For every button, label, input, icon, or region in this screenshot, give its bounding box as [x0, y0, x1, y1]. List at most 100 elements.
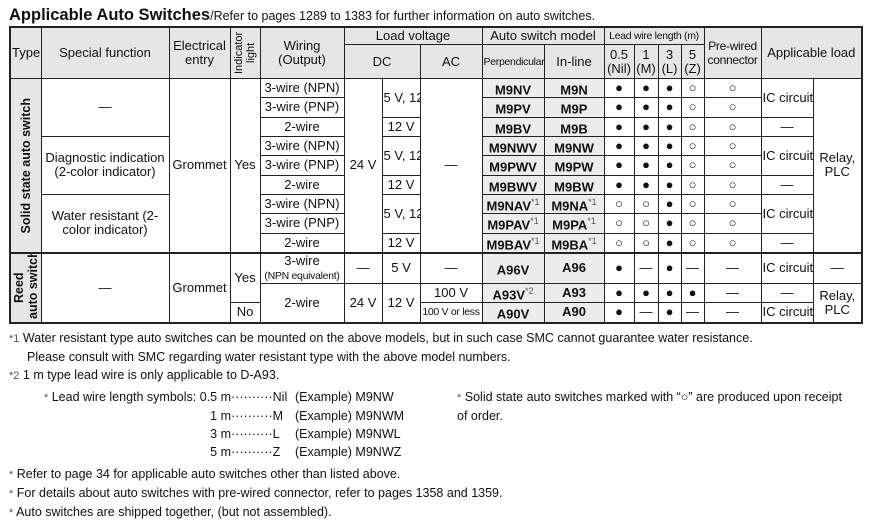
- note-shipping: * Auto switches are shipped together, (b…: [9, 504, 332, 519]
- note-solid-order: * Solid state auto switches marked with …: [457, 389, 842, 423]
- type-reed: Reed auto switch: [9, 252, 42, 324]
- footnotes: *1 Water resistant type auto switches ca…: [9, 329, 864, 522]
- pre-wired-symbol: ○: [703, 155, 762, 176]
- in-line-model: M9BA*1: [543, 232, 605, 254]
- in-line-model: M9N: [543, 77, 605, 99]
- lead-wire-symbol: ●: [657, 97, 682, 118]
- perpendicular-model: M9NWV: [481, 135, 545, 157]
- lead-wire-symbol: ●: [603, 252, 635, 284]
- in-line-model: M9B: [543, 116, 605, 137]
- header-electrical-entry: Electrical entry: [168, 26, 231, 79]
- dc-voltage-5-12: 5 V, 12 V: [381, 78, 421, 118]
- perpendicular-model: A96V: [481, 252, 545, 284]
- type-solid-state: Solid state auto switch: [9, 77, 42, 254]
- title-sub: /Refer to pages 1289 to 1383 for further…: [210, 9, 596, 23]
- wiring-cell: 2-wire: [259, 232, 345, 254]
- lead-wire-symbol: ●: [603, 174, 635, 195]
- pre-wired-symbol: ○: [703, 193, 762, 215]
- in-line-model: A93: [543, 282, 605, 304]
- lead-wire-symbol: ●: [657, 193, 682, 215]
- applicable-load-none: —: [760, 232, 814, 254]
- ac-voltage: 100 V or less: [419, 302, 483, 324]
- lead-wire-symbol: ●: [603, 302, 635, 324]
- special-function: —: [40, 252, 170, 324]
- dc-voltage-5-12: 5 V, 12 V: [381, 193, 421, 234]
- perpendicular-model: M9PWV: [481, 155, 545, 176]
- perpendicular-model: M9BWV: [481, 174, 545, 195]
- header-perpendicular: Perpendicular: [481, 44, 545, 79]
- wiring-cell: 3-wire (NPN): [259, 77, 345, 99]
- lead-wire-symbol: ○: [680, 97, 705, 118]
- indicator-light: Yes: [229, 252, 261, 304]
- note-1b: Please consult with SMC regarding water …: [27, 349, 511, 364]
- perpendicular-model: M9PAV*1: [481, 213, 545, 234]
- special-function: —: [40, 78, 170, 137]
- lead-wire-symbol: ○: [633, 193, 659, 215]
- lead-wire-symbol: ○: [680, 77, 705, 99]
- applicable-load-relay: Relay, PLC: [812, 77, 863, 254]
- ac-voltage: 100 V: [419, 282, 483, 304]
- ac-voltage: —: [419, 77, 483, 254]
- pre-wired-symbol: ○: [703, 232, 762, 254]
- lead-wire-symbol: ●: [633, 174, 659, 195]
- lead-wire-symbol: ●: [657, 116, 682, 137]
- lead-wire-symbol: —: [680, 302, 705, 324]
- lead-wire-symbol: ●: [603, 77, 635, 99]
- lead-wire-symbol: ○: [680, 193, 705, 215]
- lead-wire-symbol: ●: [657, 302, 682, 324]
- header-lw-3: 5 (Z): [680, 44, 705, 79]
- wiring-cell: 3-wire (PNP): [259, 213, 345, 234]
- lead-wire-symbol: ●: [603, 135, 635, 157]
- lead-wire-symbol: ●: [657, 155, 682, 176]
- dc-voltage: —: [343, 252, 383, 284]
- header-lw-2: 3 (L): [657, 44, 682, 79]
- applicable-load-ic: IC circuit: [760, 302, 814, 324]
- wiring-cell: 2-wire: [259, 174, 345, 195]
- auto-switch-table: Type Special function Electrical entry In…: [9, 26, 864, 324]
- note-pre-wired: * For details about auto switches with p…: [9, 485, 503, 500]
- header-wiring: Wiring (Output): [259, 26, 345, 79]
- wiring-cell: 2-wire: [259, 282, 345, 324]
- lead-wire-symbol: ●: [657, 135, 682, 157]
- wiring-cell: 3-wire (PNP): [259, 155, 345, 176]
- header-lw-1: 1 (M): [633, 44, 659, 79]
- lead-wire-symbol: ●: [657, 77, 682, 99]
- perpendicular-model: M9NV: [481, 77, 545, 99]
- dc-voltage-12: 12 V: [381, 116, 421, 137]
- header-auto-switch-model: Auto switch model: [481, 26, 605, 45]
- lead-wire-symbol: ○: [603, 232, 635, 254]
- lead-wire-symbol: ○: [680, 155, 705, 176]
- wiring-cell: 2-wire: [259, 116, 345, 137]
- pre-wired-symbol: ○: [703, 97, 762, 118]
- applicable-load-relay: Relay, PLC: [812, 282, 863, 324]
- perpendicular-model: M9BAV*1: [481, 232, 545, 254]
- electrical-entry: Grommet: [168, 252, 231, 324]
- header-pre-wired-connector: Pre-wired connector: [703, 26, 762, 79]
- note-page-34: * Refer to page 34 for applicable auto s…: [9, 466, 401, 481]
- lead-wire-symbol: —: [680, 252, 705, 284]
- dc-voltage-12: 12 V: [381, 232, 421, 254]
- applicable-load-none: —: [760, 174, 814, 195]
- lead-wire-symbol: ●: [603, 155, 635, 176]
- perpendicular-model: A90V: [481, 302, 545, 324]
- lead-wire-symbol: ●: [633, 97, 659, 118]
- pre-wired-symbol: ○: [703, 116, 762, 137]
- dc-voltage-12: 12 V: [381, 174, 421, 195]
- perpendicular-model: M9BV: [481, 116, 545, 137]
- lead-wire-symbol: ●: [603, 97, 635, 118]
- lead-wire-symbol: ●: [633, 135, 659, 157]
- header-ac: AC: [419, 44, 483, 79]
- applicable-load-ic: IC circuit: [760, 252, 814, 284]
- lead-wire-symbol: ●: [680, 282, 705, 304]
- perpendicular-model: M9PV: [481, 97, 545, 118]
- wiring-cell: 3-wire (NPN): [259, 135, 345, 157]
- lead-wire-symbol: ○: [633, 213, 659, 234]
- wiring-cell: 3-wire (PNP): [259, 97, 345, 118]
- in-line-model: A90: [543, 302, 605, 324]
- in-line-model: M9NW: [543, 135, 605, 157]
- pre-wired-symbol: —: [703, 252, 762, 284]
- lead-wire-symbol: ●: [633, 155, 659, 176]
- lead-wire-symbol: ●: [657, 232, 682, 254]
- pre-wired-symbol: ○: [703, 135, 762, 157]
- lead-wire-symbol: ●: [633, 282, 659, 304]
